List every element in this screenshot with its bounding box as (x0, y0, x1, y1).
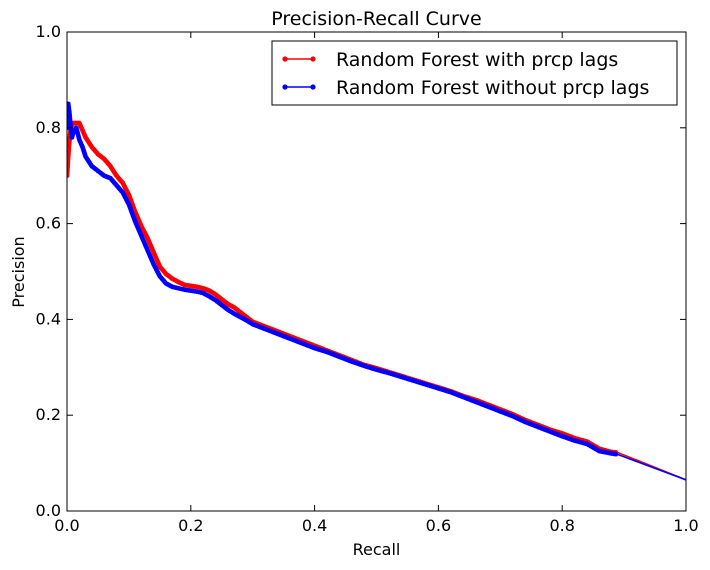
legend-box (271, 40, 678, 106)
y-tick-label: 0.8 (36, 118, 61, 137)
y-tick-label: 1.0 (36, 22, 61, 41)
y-tick-label: 0.0 (36, 501, 61, 520)
series-2 (67, 101, 686, 481)
legend-label: Random Forest without prcp lags (336, 77, 649, 99)
legend-swatch-dot (282, 84, 288, 90)
legend-swatch-dot (282, 56, 288, 62)
legend-swatch-dot (310, 56, 316, 62)
x-tick-label: 0.2 (178, 516, 203, 535)
series-group (67, 101, 686, 481)
y-tick-label: 0.4 (36, 309, 61, 328)
y-tick-label: 0.2 (36, 405, 61, 424)
x-tick-label: 0.6 (426, 516, 451, 535)
x-tick-label: 0.0 (54, 516, 79, 535)
plot-frame (66, 31, 687, 512)
x-tick-label: 1.0 (673, 516, 698, 535)
legend-item-1: Random Forest with prcp lags (282, 49, 618, 71)
legend-label: Random Forest with prcp lags (336, 49, 618, 71)
x-tick-label: 0.4 (302, 516, 327, 535)
x-tick-label: 0.8 (549, 516, 574, 535)
y-tick-label: 0.6 (36, 214, 61, 233)
series-1 (67, 120, 686, 481)
data-point (613, 451, 619, 457)
series-line (67, 122, 686, 481)
legend: Random Forest with prcp lags Random Fores… (271, 40, 678, 106)
legend-item-2: Random Forest without prcp lags (282, 77, 649, 99)
chart-title: Precision-Recall Curve (271, 8, 481, 30)
series-line (67, 103, 686, 481)
x-axis-label: Recall (353, 540, 401, 559)
plot-area: 0.0 0.2 0.4 0.6 0.8 1.0 0.0 0.2 0.4 0.6 0.8 1.0 (36, 22, 699, 535)
y-axis-label: Precision (9, 236, 28, 307)
legend-swatch-dot (310, 84, 316, 90)
